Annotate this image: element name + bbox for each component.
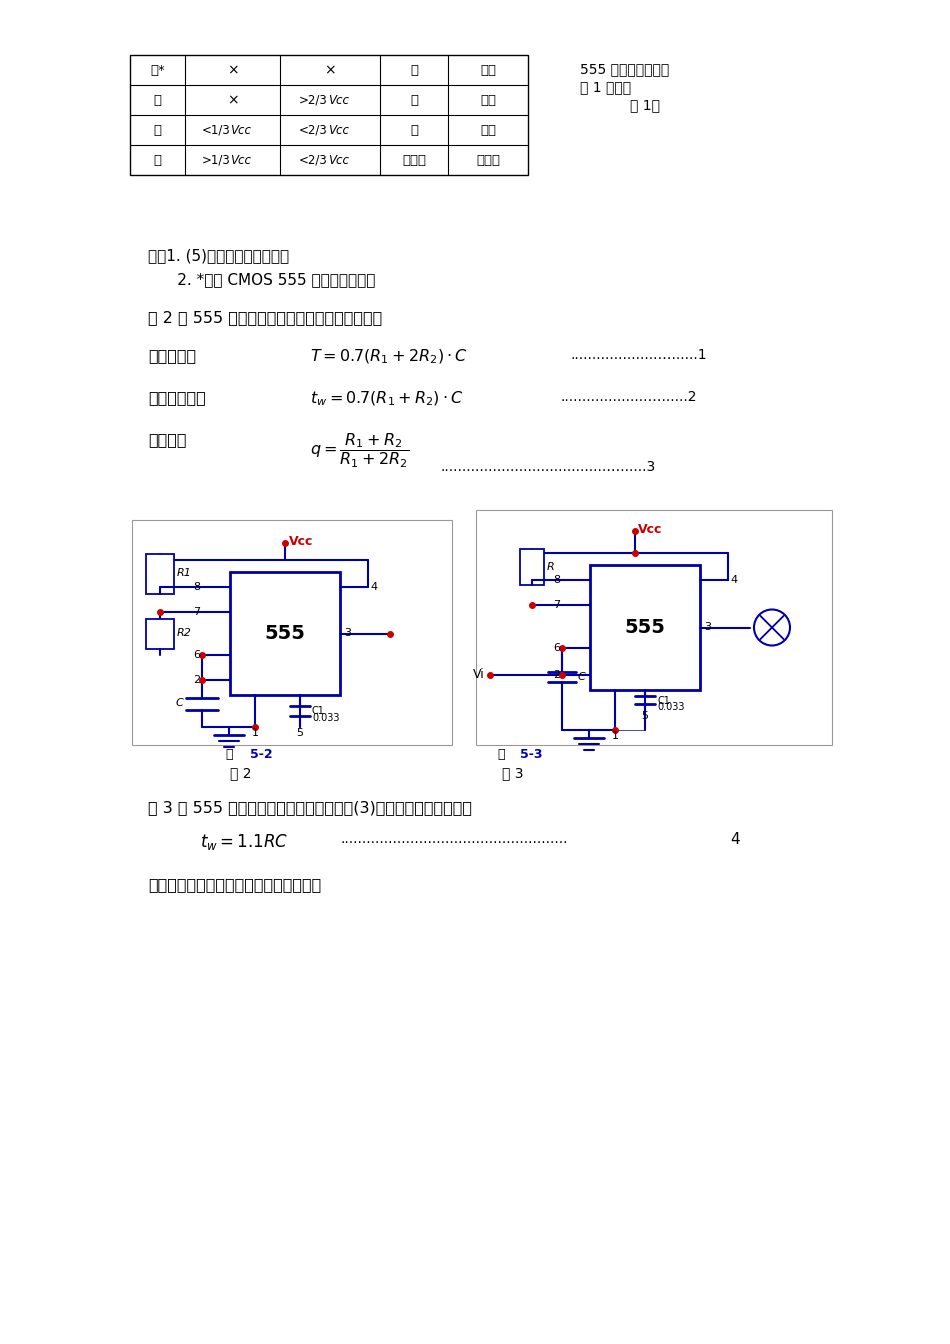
Text: 高电平宽度：: 高电平宽度：	[148, 390, 206, 405]
Text: $q = \dfrac{R_1 + R_2}{R_1 + 2R_2}$: $q = \dfrac{R_1 + R_2}{R_1 + 2R_2}$	[310, 431, 409, 470]
Text: 原状态: 原状态	[402, 153, 426, 167]
Text: 6: 6	[193, 650, 200, 660]
Bar	[130, 55, 528, 175]
Text: ×: ×	[227, 93, 238, 108]
Text: 导通: 导通	[480, 63, 496, 77]
Text: Vcc: Vcc	[231, 153, 252, 167]
Bar	[520, 548, 544, 585]
Text: Vcc: Vcc	[328, 94, 349, 106]
Text: R2: R2	[177, 629, 192, 638]
Text: 7: 7	[193, 607, 200, 617]
Text: 图 2 是 555 振荡电路，从理论上我们可以得出：: 图 2 是 555 振荡电路，从理论上我们可以得出：	[148, 310, 382, 325]
Text: 8: 8	[553, 575, 560, 585]
Text: Vcc: Vcc	[328, 124, 349, 137]
Text: 5: 5	[641, 711, 649, 720]
Text: 555: 555	[624, 618, 665, 637]
Text: 1: 1	[612, 731, 618, 741]
Text: 低: 低	[410, 63, 418, 77]
Text: 高: 高	[410, 124, 418, 137]
Text: 6: 6	[553, 642, 560, 653]
Text: Vcc: Vcc	[328, 153, 349, 167]
Text: ....................…......2: ....................…......2	[560, 390, 696, 405]
Text: >1/3: >1/3	[201, 153, 231, 167]
Text: 高: 高	[154, 124, 162, 137]
Text: 图 3 为 555 单稳触发电路，我们可以得出(3)脚输出高电平宽度为：: 图 3 为 555 单稳触发电路，我们可以得出(3)脚输出高电平宽度为：	[148, 800, 472, 814]
Text: 555: 555	[264, 624, 306, 642]
Text: 占空比：: 占空比：	[148, 431, 186, 448]
Text: 4: 4	[730, 575, 737, 585]
Text: 4: 4	[370, 582, 377, 591]
Bar	[132, 520, 452, 745]
Bar	[230, 573, 340, 695]
Text: C1: C1	[657, 696, 670, 706]
Text: C: C	[175, 699, 183, 708]
Text: 3: 3	[344, 629, 351, 638]
Text: >2/3: >2/3	[299, 94, 328, 106]
Text: <1/3: <1/3	[201, 124, 231, 137]
Text: 高: 高	[154, 94, 162, 106]
Text: 原状态: 原状态	[476, 153, 500, 167]
Text: 0.033: 0.033	[657, 702, 685, 712]
Text: 7: 7	[553, 599, 560, 610]
Text: <2/3: <2/3	[299, 153, 328, 167]
Text: R: R	[547, 562, 555, 571]
Text: 图: 图	[497, 749, 504, 761]
Text: 振荡周期：: 振荡周期：	[148, 348, 196, 363]
Text: 导通: 导通	[480, 94, 496, 106]
Text: Vcc: Vcc	[289, 535, 314, 548]
Text: C: C	[578, 672, 586, 681]
Bar	[476, 509, 832, 745]
Text: ......................................…......3: ......................................….…	[440, 460, 656, 474]
Text: 图 2: 图 2	[230, 766, 252, 780]
Text: 表 1 所示。: 表 1 所示。	[580, 81, 631, 94]
Text: 图: 图	[225, 749, 233, 761]
Text: 低*: 低*	[150, 63, 165, 77]
Text: R1: R1	[177, 569, 192, 578]
Text: 0.033: 0.033	[312, 714, 339, 723]
Bar	[146, 554, 174, 594]
Text: 四、计算机仿真实验内容及步骤、结果：: 四、计算机仿真实验内容及步骤、结果：	[148, 878, 321, 892]
Text: 5-3: 5-3	[520, 749, 542, 761]
Text: Vcc: Vcc	[231, 124, 252, 137]
Text: 图 3: 图 3	[502, 766, 523, 780]
Text: 5-2: 5-2	[250, 749, 273, 761]
Bar	[590, 564, 700, 689]
Text: ....................................................: ........................................…	[340, 832, 567, 845]
Text: ....................…......1: ....................…......1	[570, 348, 707, 362]
Text: ×: ×	[227, 63, 238, 77]
Text: $t_w = 1.1RC$: $t_w = 1.1RC$	[200, 832, 289, 852]
Text: 低: 低	[410, 94, 418, 106]
Text: C1: C1	[312, 706, 325, 716]
Text: 截止: 截止	[480, 124, 496, 137]
Text: <2/3: <2/3	[299, 124, 328, 137]
Text: 1: 1	[252, 728, 258, 738]
Text: $t_w = 0.7(R_1 + R_2) \cdot C$: $t_w = 0.7(R_1 + R_2) \cdot C$	[310, 390, 464, 409]
Text: 2: 2	[553, 671, 560, 680]
Text: 4: 4	[730, 832, 740, 847]
Text: 2: 2	[193, 675, 200, 685]
Text: ×: ×	[324, 63, 335, 77]
Bar	[146, 618, 174, 649]
Text: 555 集成电路功能如: 555 集成电路功能如	[580, 62, 669, 77]
Text: Vi: Vi	[473, 668, 485, 681]
Text: 8: 8	[193, 582, 200, 591]
Text: 5: 5	[296, 728, 303, 738]
Text: 3: 3	[704, 622, 711, 633]
Text: 2. *栏对 CMOS 555 电路略有不同。: 2. *栏对 CMOS 555 电路略有不同。	[148, 271, 375, 288]
Text: 注：1. (5)脚通过小电容接地。: 注：1. (5)脚通过小电容接地。	[148, 249, 289, 263]
Text: Vcc: Vcc	[638, 523, 662, 536]
Text: 表 1：: 表 1：	[630, 98, 660, 112]
Text: $T = 0.7(R_1 + 2R_2) \cdot C$: $T = 0.7(R_1 + 2R_2) \cdot C$	[310, 348, 467, 367]
Text: 高: 高	[154, 153, 162, 167]
